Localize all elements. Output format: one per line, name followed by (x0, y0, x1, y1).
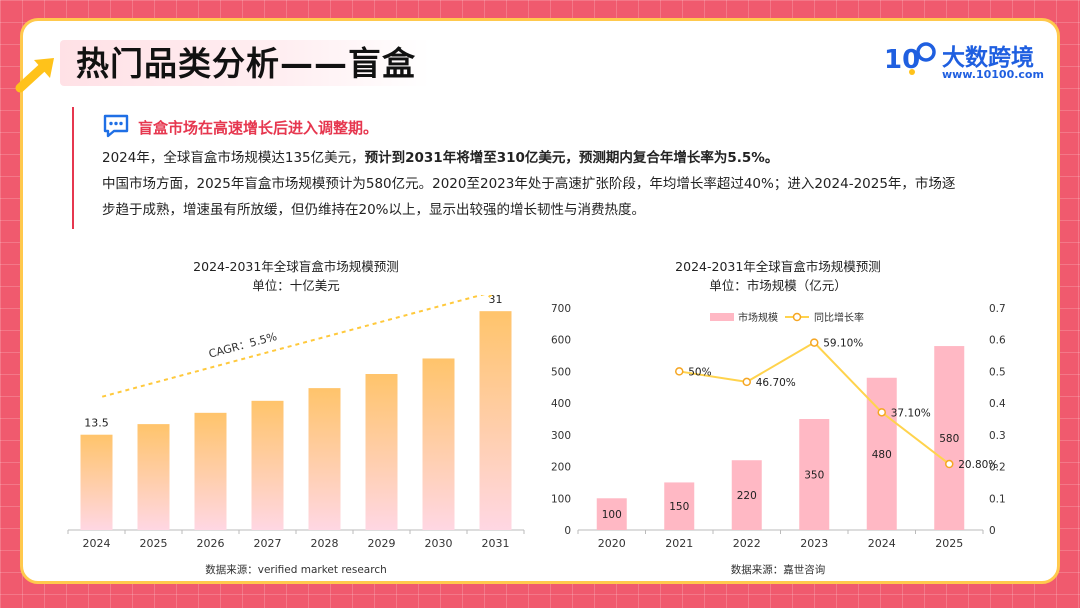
chart2-bar (596, 498, 627, 530)
intro-line-1-bold: 预计到2031年将增至310亿美元，预测期内复合年增长率为5.5%。 (364, 150, 779, 166)
chart1-x-tick-label: 2024 (83, 537, 111, 550)
chart2-bar-label: 150 (669, 501, 689, 513)
chart1-title: 2024-2031年全球盲盒市场规模预测 (193, 259, 399, 274)
chart2-y-left-tick-label: 300 (551, 430, 571, 442)
chart2-title: 2024-2031年全球盲盒市场规模预测 (675, 259, 881, 274)
chart2-growth-point (810, 338, 819, 347)
chart2-growth-point (877, 408, 886, 417)
chart1-bar (422, 358, 455, 530)
chart1-bar (308, 388, 341, 530)
brand-logo: 10 大数跨境 www.10100.com (882, 38, 1044, 88)
chart1-source: 数据来源：verified market research (205, 564, 387, 576)
intro-line-2: 中国市场方面，2025年盲盒市场规模预计为580亿元。2020至2023年处于高… (102, 176, 956, 192)
chart2-growth-label: 46.70% (756, 377, 796, 389)
chart2-subtitle: 单位：市场规模（亿元） (709, 278, 847, 293)
chart2-y-right-tick-label: 0.4 (989, 398, 1006, 410)
chart1-x-tick-label: 2027 (254, 537, 282, 550)
chart2-bar (664, 482, 695, 530)
chart2-bar-label: 100 (602, 509, 622, 521)
chart1-x-tick-label: 2025 (140, 537, 168, 550)
chart2-x-tick-label: 2024 (868, 537, 896, 550)
logo-mark-text: 10 (884, 45, 920, 75)
chart2-y-left-tick-label: 200 (551, 462, 571, 474)
chart2-legend-line-marker (792, 312, 802, 322)
chart1-data-label: 31 (489, 295, 503, 306)
chart2-y-right-tick-label: 0.5 (989, 366, 1006, 378)
chart2-growth-label: 37.10% (891, 407, 931, 419)
chart2-legend-bar-swatch (710, 313, 734, 321)
chart2-y-right-tick-label: 0.1 (989, 493, 1006, 505)
chart2-growth-point (675, 367, 684, 376)
chart1-bar (80, 434, 113, 530)
chart2-growth-point (945, 459, 954, 469)
chart1-x-tick-label: 2026 (197, 537, 225, 550)
chart1-cagr-annotation: CAGR：5.5% (207, 330, 278, 361)
chart2-legend-line-label: 同比增长率 (814, 311, 864, 324)
chart1-bar (194, 412, 227, 530)
chart1-x-tick-label: 2030 (425, 537, 453, 550)
chart1-x-tick-label: 2028 (311, 537, 339, 550)
chart2-growth-label: 50% (688, 366, 711, 378)
intro-panel: 盲盒市场在高速增长后进入调整期。 2024年，全球盲盒市场规模达135亿美元，预… (72, 107, 1032, 229)
intro-line-3: 步趋于成熟，增速虽有所放缓，但仍维持在20%以上，显示出较强的增长韧性与消费热度… (102, 202, 646, 218)
page-title: 热门品类分析——盲盒 (76, 44, 416, 83)
chart2-y-left-tick-label: 0 (564, 525, 571, 537)
chart2-x-tick-label: 2021 (665, 537, 693, 550)
chart2-bar-label: 480 (872, 449, 892, 461)
chart2-growth-label: 20.80% (958, 459, 998, 471)
chart2-y-left-tick-label: 700 (551, 303, 571, 315)
chart2-y-right-tick-label: 0 (989, 525, 996, 537)
chart2-legend-bar-label: 市场规模 (738, 311, 778, 324)
chart2-bar-label: 580 (939, 433, 959, 445)
chart2-y-left-tick-label: 100 (551, 493, 571, 505)
chart2-growth-label: 59.10% (823, 338, 863, 350)
chart1-title-block: 2024-2031年全球盲盒市场规模预测 单位：十亿美元 (96, 256, 496, 294)
chart2-bar-label: 350 (804, 470, 824, 482)
chart2-y-right-tick-label: 0.6 (989, 335, 1006, 347)
chart1-bar (365, 374, 398, 530)
title-highlight (60, 40, 430, 86)
chart2-y-right-tick-label: 0.2 (989, 462, 1006, 474)
arrow-icon (15, 58, 54, 93)
chart1-x-tick-label: 2031 (482, 537, 510, 550)
chart2-svg: 0 100 200 300 400 500 600 700 0 0.1 0.2 0.3 0.4 0.5 0.… (551, 303, 1006, 550)
chart1-cagr-arrow-head (488, 295, 493, 298)
intro-heading: 盲盒市场在高速增长后进入调整期。 (138, 119, 379, 137)
chart1-bar (479, 311, 512, 530)
intro-line-1-regular: 2024年，全球盲盒市场规模达135亿美元， (102, 150, 365, 166)
chart1-bar (251, 400, 284, 530)
chart2-y-left-tick-label: 600 (551, 335, 571, 347)
chart2-x-tick-label: 2022 (733, 537, 761, 550)
chart2-x-tick-label: 2023 (800, 537, 828, 550)
chart2-y-right-tick-label: 0.7 (989, 303, 1006, 315)
chart2-growth-point (742, 377, 751, 387)
chart2-y-left-tick-label: 500 (551, 366, 571, 378)
chart2-bar (731, 460, 762, 530)
chat-icon (103, 114, 129, 138)
chart2-source: 数据来源：嘉世咨询 (730, 564, 826, 576)
chart2-title-block: 2024-2031年全球盲盒市场规模预测 单位：市场规模（亿元） (578, 256, 978, 294)
intro-line-1: 2024年，全球盲盒市场规模达135亿美元，预计到2031年将增至310亿美元，… (102, 145, 778, 171)
chart2-x-tick-label: 2020 (598, 537, 626, 550)
chart1-x-tick-label: 2029 (368, 537, 396, 550)
chart1-bar (137, 424, 170, 530)
chart2-y-left-tick-label: 400 (551, 398, 571, 410)
logo-url: www.10100.com (942, 68, 1044, 81)
chart1-data-label: 13.5 (84, 417, 109, 430)
chart2-x-tick-label: 2025 (935, 537, 963, 550)
chart2-bar-label: 220 (737, 490, 757, 502)
chart2-bar (799, 419, 830, 530)
chart1-subtitle: 单位：十亿美元 (252, 278, 340, 293)
chart1-svg: 2024 13.5 2025 2026 2027 2028 2029 2030 2031 31 CA… (67, 295, 525, 550)
chart1-cagr-arrow-line (101, 295, 486, 398)
page-title-block: 热门品类分析——盲盒 (60, 36, 430, 92)
chart2-y-right-tick-label: 0.3 (989, 430, 1006, 442)
chart2-bar (934, 346, 965, 530)
logo-mark-icon: 10 (884, 42, 936, 75)
logo-name: 大数跨境 (942, 45, 1034, 71)
